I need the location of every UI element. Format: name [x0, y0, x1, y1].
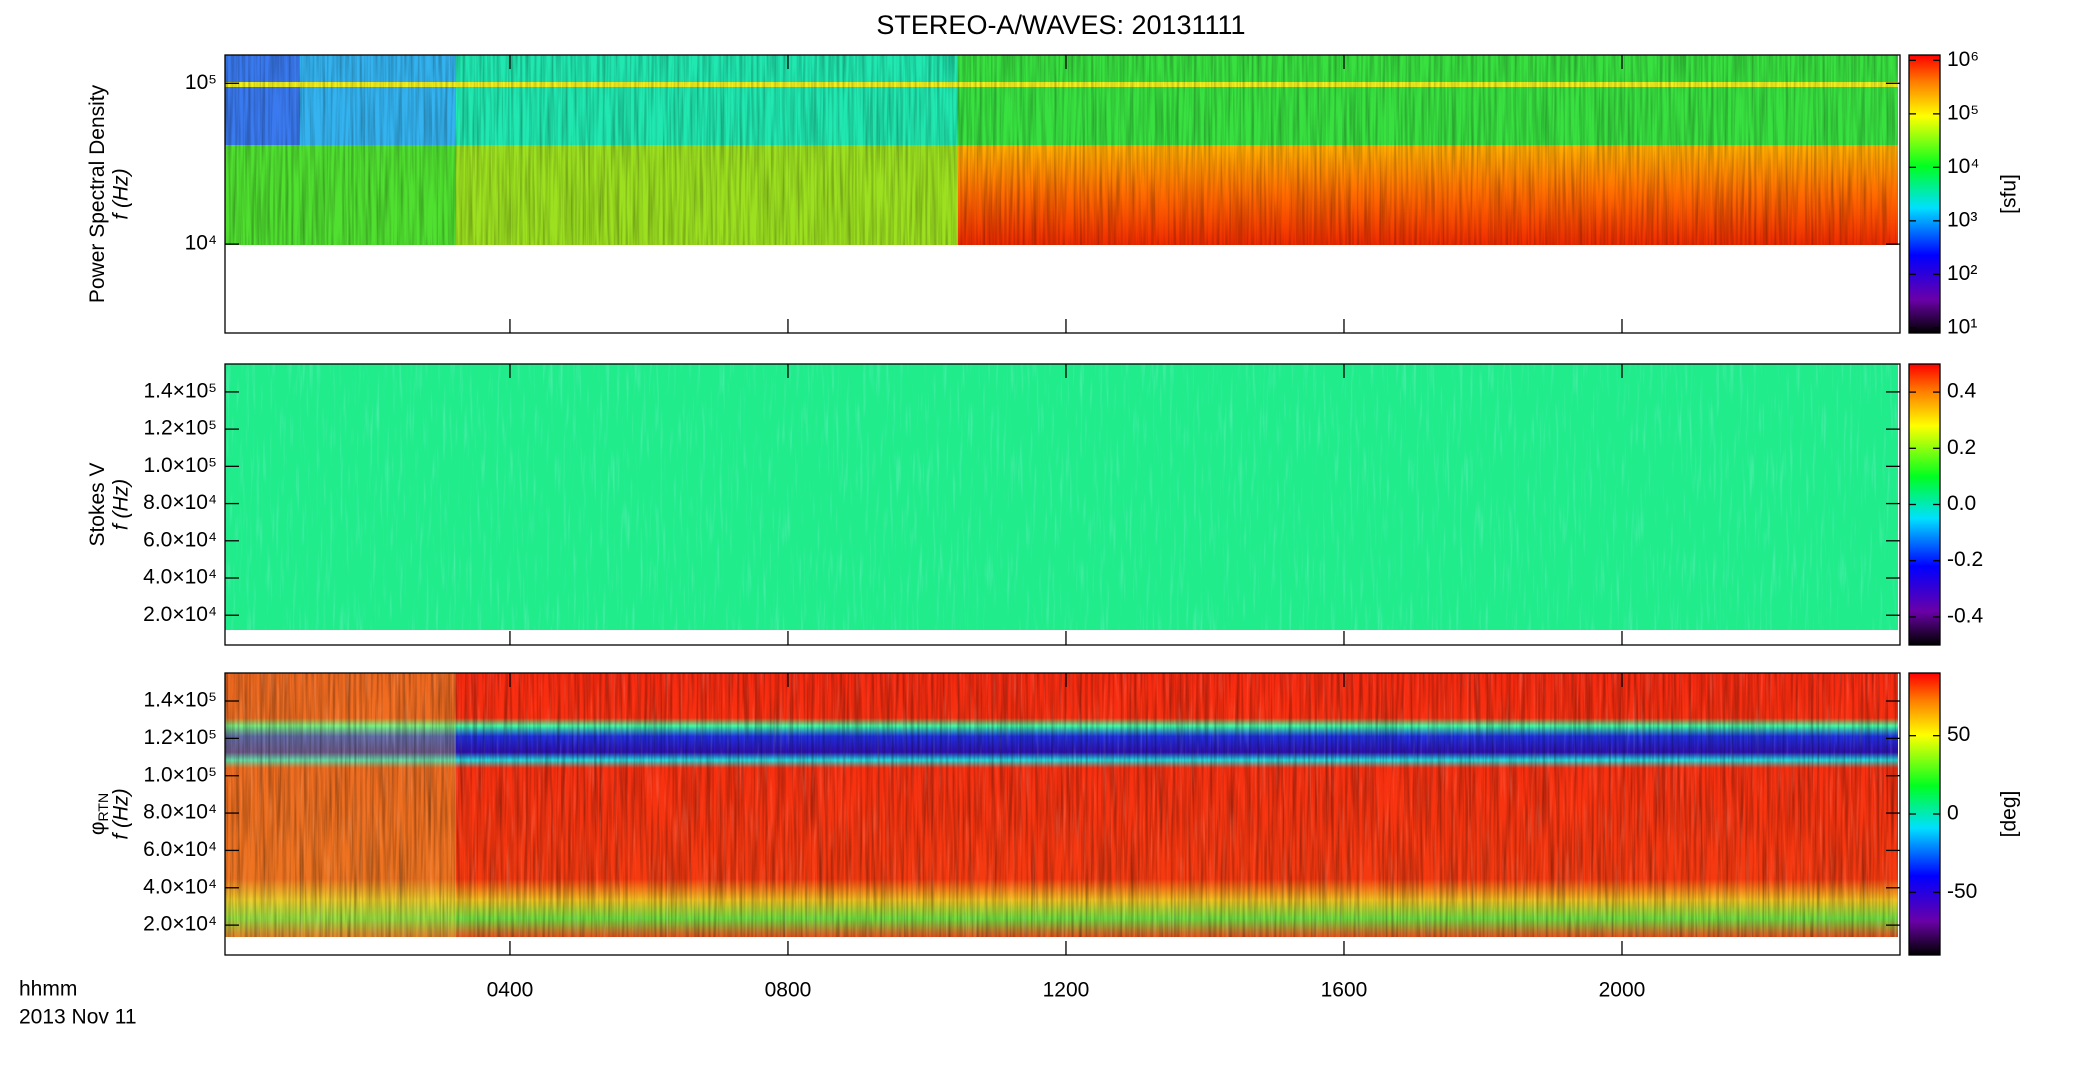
- y-tick-label: 10⁴: [185, 232, 217, 255]
- chart-title: STEREO-A/WAVES: 20131111: [876, 10, 1245, 40]
- y-tick-label: 10⁵: [185, 71, 217, 94]
- colorbar-tick-label: 10²: [1947, 262, 1977, 285]
- colorbar-tick-label: 10⁶: [1947, 48, 1979, 71]
- y-axis-label-text: φ: [86, 821, 109, 835]
- colorbar-tick-label: -0.4: [1947, 604, 1984, 627]
- colorbar-label: [deg]: [1998, 791, 2021, 838]
- y-tick-label: 1.4×10⁵: [143, 379, 217, 402]
- y-axis-label: Stokes V: [86, 462, 109, 546]
- x-axis-label: hhmm: [19, 978, 77, 1001]
- colorbar-tick-label: 10⁴: [1947, 155, 1979, 178]
- spectrogram-image: [225, 364, 1898, 630]
- colorbar-tick-label: 0.4: [1947, 380, 1977, 403]
- y-tick-label: 4.0×10⁴: [143, 875, 217, 898]
- colorbar-tick-label: 0.0: [1947, 492, 1976, 515]
- x-tick-label: 0800: [765, 979, 812, 1002]
- y-tick-label: 6.0×10⁴: [143, 838, 217, 861]
- colorbar-tick-label: 10⁵: [1947, 101, 1979, 124]
- y-tick-label: 8.0×10⁴: [143, 801, 217, 824]
- y-axis-label: f (Hz): [110, 788, 133, 839]
- colorbar-label: [sfu]: [1998, 174, 2021, 214]
- colorbar-tick-label: 50: [1947, 723, 1970, 746]
- y-tick-label: 1.0×10⁵: [143, 454, 217, 477]
- colorbar-tick-label: -50: [1947, 880, 1977, 903]
- y-axis-label-text: Power Spectral Density: [86, 84, 109, 303]
- y-axis-label-text: Stokes V: [86, 462, 109, 546]
- spectrogram-image: [225, 55, 1898, 245]
- spectrogram-image: [225, 673, 1898, 937]
- colorbar-tick-label: 10³: [1947, 208, 1977, 231]
- colorbar-tick-label: -0.2: [1947, 548, 1983, 571]
- y-tick-label: 1.2×10⁵: [143, 726, 217, 749]
- y-tick-label: 1.4×10⁵: [143, 689, 217, 712]
- plot-frame: [224, 363, 1901, 646]
- y-tick-label: 4.0×10⁴: [143, 566, 217, 589]
- y-axis-label: Power Spectral Density: [86, 84, 109, 303]
- y-tick-label: 1.0×10⁵: [143, 763, 217, 786]
- y-tick-label: 6.0×10⁴: [143, 528, 217, 551]
- plot-frame: [224, 672, 1901, 956]
- plot-frame: [224, 54, 1901, 334]
- y-axis-label: φRTN: [86, 793, 111, 835]
- colorbar-tick-label: 0: [1947, 802, 1959, 825]
- y-tick-label: 1.2×10⁵: [143, 417, 217, 440]
- date-label: 2013 Nov 11: [19, 1006, 137, 1029]
- x-tick-label: 1600: [1321, 979, 1368, 1002]
- y-axis-label: f (Hz): [110, 168, 133, 219]
- y-tick-label: 8.0×10⁴: [143, 491, 217, 514]
- y-tick-label: 2.0×10⁴: [143, 603, 217, 626]
- x-tick-label: 1200: [1043, 979, 1090, 1002]
- x-tick-label: 0400: [487, 979, 534, 1002]
- y-axis-label-subscript: RTN: [95, 793, 111, 822]
- y-tick-label: 2.0×10⁴: [143, 913, 217, 936]
- colorbar-tick-label: 10¹: [1947, 315, 1977, 338]
- colorbar: [1908, 54, 1941, 334]
- y-axis-label: f (Hz): [110, 479, 133, 530]
- colorbar-tick-label: 0.2: [1947, 436, 1976, 459]
- x-tick-label: 2000: [1599, 979, 1646, 1002]
